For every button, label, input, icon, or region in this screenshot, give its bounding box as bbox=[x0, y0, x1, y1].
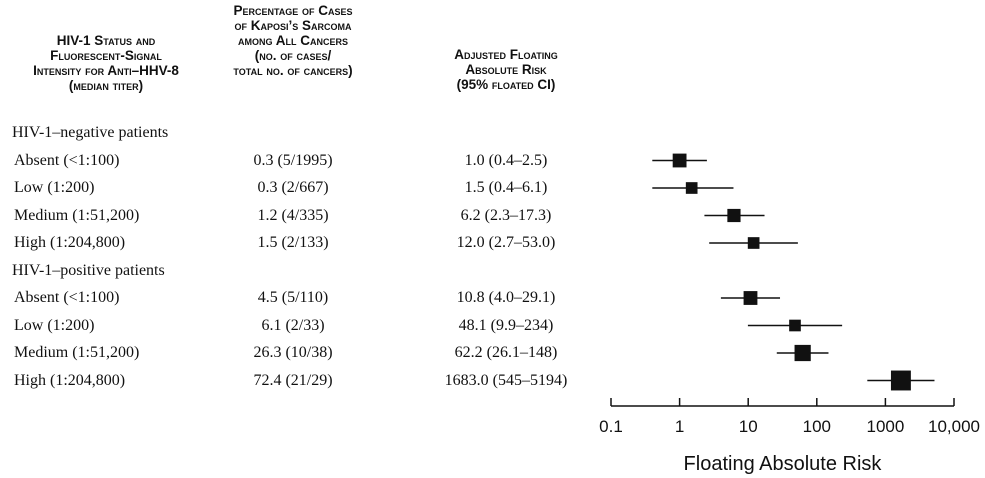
header-line: total no. of cancers) bbox=[233, 63, 353, 78]
row-risk: 1683.0 (545–5194) bbox=[444, 371, 568, 389]
point-estimate bbox=[672, 153, 687, 168]
row-label: High (1:204,800) bbox=[14, 371, 126, 389]
header-line: (median titer) bbox=[68, 78, 144, 93]
header-line: HIV-1 Status and bbox=[56, 33, 156, 48]
x-tick-label: 10 bbox=[739, 417, 758, 436]
x-axis-title: Floating Absolute Risk bbox=[684, 453, 883, 475]
group-heading: HIV-1–negative patients bbox=[12, 124, 169, 141]
row-percentage: 0.3 (2/667) bbox=[257, 179, 329, 196]
row-percentage: 6.1 (2/33) bbox=[261, 316, 325, 334]
row-percentage: 1.2 (4/335) bbox=[257, 206, 329, 224]
row-label: Absent (<1:100) bbox=[14, 289, 120, 306]
row-label: Medium (1:51,200) bbox=[14, 206, 140, 224]
header-status-titer: HIV-1 Status and Fluorescent-Signal Inte… bbox=[2, 33, 210, 93]
point-estimate bbox=[890, 370, 911, 391]
x-tick-label: 100 bbox=[803, 417, 831, 436]
row-label: Low (1:200) bbox=[14, 179, 95, 196]
row-label: Low (1:200) bbox=[14, 316, 95, 334]
row-percentage: 72.4 (21/29) bbox=[253, 371, 333, 389]
row-percentage: 26.3 (10/38) bbox=[253, 344, 333, 361]
header-kaposi-percentage: Percentage of Cases of Kaposi’s Sarcoma … bbox=[207, 3, 379, 78]
point-estimate bbox=[794, 344, 811, 362]
point-estimate bbox=[727, 208, 741, 223]
row-risk: 48.1 (9.9–234) bbox=[458, 316, 554, 334]
row-label: High (1:204,800) bbox=[14, 234, 126, 251]
header-adjusted-risk: Adjusted Floating Absolute Risk (95% flo… bbox=[420, 47, 592, 92]
row-risk: 10.8 (4.0–29.1) bbox=[456, 289, 556, 306]
row-percentage: 0.3 (5/1995) bbox=[253, 151, 333, 169]
row-percentage: 4.5 (5/110) bbox=[257, 289, 329, 306]
x-tick-label: 10,000 bbox=[928, 417, 980, 436]
row-percentage: 1.5 (2/133) bbox=[257, 234, 329, 251]
point-estimate bbox=[685, 182, 698, 194]
header-line: Absolute Risk bbox=[465, 62, 547, 77]
row-label: Medium (1:51,200) bbox=[14, 344, 140, 361]
row-risk: 12.0 (2.7–53.0) bbox=[456, 234, 556, 251]
point-estimate bbox=[747, 237, 760, 249]
header-line: of Kaposi’s Sarcoma bbox=[234, 18, 352, 33]
header-line: Intensity for Anti–HHV-8 bbox=[33, 63, 179, 78]
header-line: Adjusted Floating bbox=[454, 47, 558, 62]
row-risk: 1.0 (0.4–2.5) bbox=[464, 151, 548, 169]
x-tick-label: 1000 bbox=[866, 417, 904, 436]
row-label: Absent (<1:100) bbox=[14, 151, 120, 169]
header-line: Fluorescent-Signal bbox=[50, 48, 162, 63]
group-heading: HIV-1–positive patients bbox=[12, 261, 165, 279]
x-tick-label: 1 bbox=[675, 417, 684, 436]
row-risk: 1.5 (0.4–6.1) bbox=[464, 179, 548, 196]
point-estimate bbox=[789, 319, 801, 332]
row-risk: 6.2 (2.3–17.3) bbox=[460, 206, 552, 224]
row-risk: 62.2 (26.1–148) bbox=[454, 344, 558, 361]
point-estimate bbox=[743, 291, 758, 305]
header-line: (no. of cases/ bbox=[254, 48, 332, 63]
header-line: (95% floated CI) bbox=[456, 77, 556, 92]
x-tick-label: 0.1 bbox=[599, 417, 623, 436]
header-line: among All Cancers bbox=[238, 33, 348, 48]
header-line: Percentage of Cases bbox=[233, 3, 353, 18]
